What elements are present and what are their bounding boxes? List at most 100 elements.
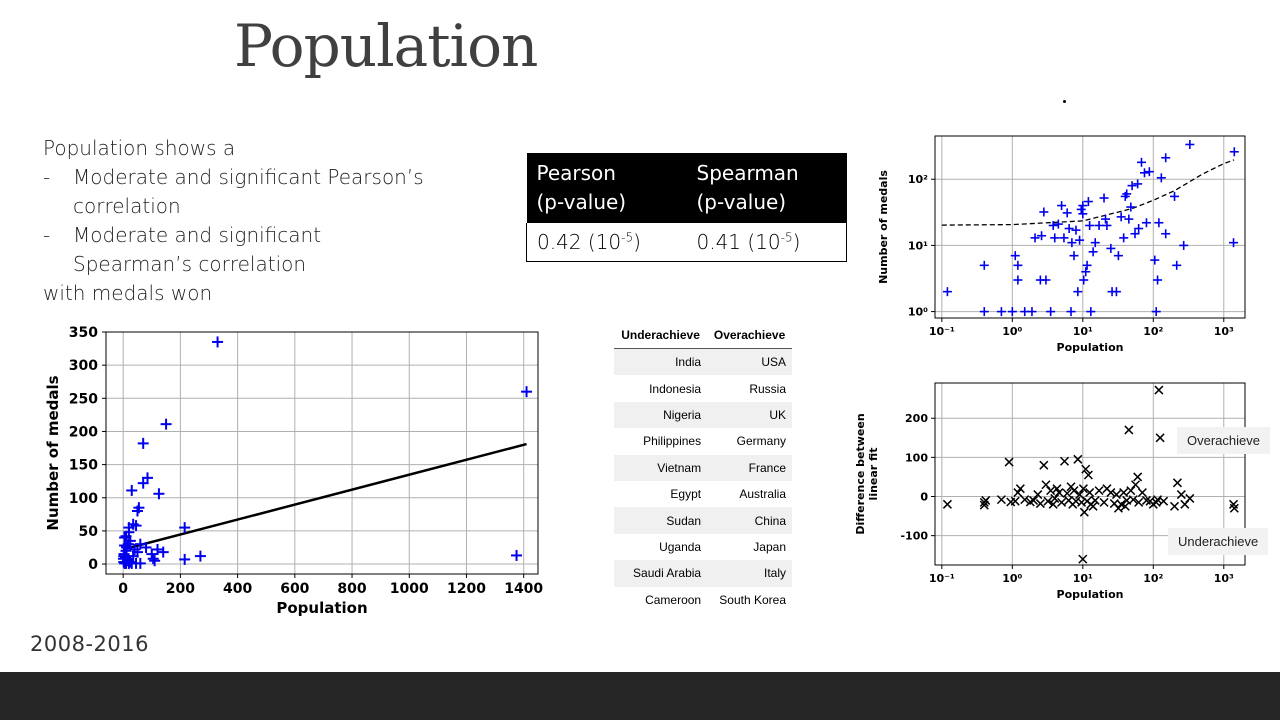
data-point — [1176, 490, 1186, 500]
data-point — [1126, 202, 1136, 212]
year-range: 2008-2016 — [30, 632, 149, 656]
data-point — [1079, 275, 1089, 285]
header-line: Pearson — [536, 161, 616, 185]
underachieve-cell: Philippines — [643, 434, 702, 449]
data-point — [1156, 173, 1166, 183]
data-point — [1141, 218, 1151, 228]
y-tick-label: 150 — [69, 458, 98, 474]
data-point — [1010, 496, 1020, 506]
data-point — [1116, 212, 1126, 222]
data-point — [194, 550, 206, 562]
data-point — [1229, 503, 1239, 513]
data-point — [1029, 495, 1039, 505]
data-point — [1015, 484, 1025, 494]
data-point — [1050, 233, 1060, 243]
plot-frame — [934, 135, 1246, 319]
data-point — [1151, 497, 1161, 507]
overachieve-cell: Russia — [749, 381, 786, 396]
data-point — [160, 418, 172, 430]
data-point — [1126, 486, 1136, 496]
data-point — [1128, 495, 1138, 505]
data-point — [511, 549, 523, 561]
data-point — [1144, 167, 1154, 177]
table-row: Cameroon South Korea — [614, 587, 792, 613]
data-point — [1099, 497, 1109, 507]
data-point — [131, 546, 143, 558]
data-point — [1134, 224, 1144, 234]
data-point — [1085, 220, 1095, 230]
data-point — [1137, 488, 1147, 498]
table-row: India USA — [614, 348, 792, 376]
x-tick-label: 1000 — [390, 581, 429, 597]
data-point — [1046, 486, 1056, 496]
linear-scatter-chart: 0 200 400 600 800 1000 1200 1400 0 50 100 150 200 250… — [44, 325, 543, 617]
data-point — [151, 543, 163, 555]
overachieve-tag: Overachieve — [1177, 427, 1270, 454]
loglog-scatter-chart: 10⁻¹ 10⁰ 10¹ 10² 10³10⁰10¹10²PopulationNumbe… — [877, 135, 1246, 354]
data-point — [1007, 307, 1017, 317]
x-tick-label: 800 — [337, 581, 366, 597]
y-tick-label: 0 — [88, 557, 98, 573]
data-point — [1154, 385, 1164, 395]
bullet-dash: - — [43, 223, 51, 247]
value-text: 0.42 (10 — [537, 230, 622, 254]
bullet-item: - Moderate and significant Pearson’s — [43, 163, 424, 192]
bullet-item: - Moderate and significant — [43, 221, 424, 250]
header-line: Spearman — [696, 161, 799, 185]
x-tick-label: 10⁰ — [1002, 572, 1022, 585]
data-point — [1033, 490, 1043, 500]
data-point — [1013, 260, 1023, 270]
data-point — [1122, 189, 1132, 199]
y-tick-label: 0 — [920, 491, 928, 504]
x-tick-label: 10⁰ — [1002, 325, 1022, 338]
data-point — [134, 557, 146, 569]
data-point — [1030, 233, 1040, 243]
y-tick-label: 100 — [905, 451, 928, 464]
stray-dot — [1063, 100, 1066, 103]
underachieve-cell: India — [614, 348, 708, 376]
underachieve-cell: Cameroon — [645, 592, 702, 607]
data-point — [179, 553, 191, 565]
data-point — [179, 522, 191, 534]
data-point — [1131, 480, 1141, 490]
data-point — [1078, 201, 1088, 211]
y-tick-label: 200 — [905, 412, 928, 425]
data-point — [1172, 260, 1182, 270]
underachieve-cell: Saudi Arabia — [614, 560, 708, 587]
value-text: 0.41 (10 — [696, 230, 781, 254]
data-point — [1054, 488, 1064, 498]
data-point — [1076, 204, 1086, 214]
data-point — [1075, 235, 1085, 245]
data-point — [1069, 486, 1079, 496]
underachieve-cell: Egypt — [670, 487, 702, 502]
x-tick-label: 10¹ — [1073, 325, 1093, 338]
data-point — [1185, 139, 1195, 149]
data-point — [942, 287, 952, 297]
data-point — [1161, 153, 1171, 163]
y-tick-label: 10¹ — [908, 239, 928, 252]
data-point — [996, 495, 1006, 505]
y-tick-label: 200 — [69, 424, 98, 440]
intro-line: Population shows a — [43, 136, 236, 160]
data-point — [1078, 484, 1088, 494]
y-tick-label: 0 — [920, 491, 928, 504]
data-point — [1090, 238, 1100, 248]
data-point — [1075, 490, 1085, 500]
data-point — [1133, 179, 1143, 189]
overachieve-cell: Italy — [707, 560, 792, 587]
data-point — [153, 488, 165, 500]
data-point — [1134, 497, 1144, 507]
footer-bar — [0, 672, 1280, 720]
data-point — [122, 538, 134, 550]
bullet-text: Moderate and significant Pearson’s — [73, 165, 424, 189]
data-point — [1150, 255, 1160, 265]
y-tick-label: 10² — [908, 173, 928, 186]
data-point — [1088, 247, 1098, 257]
y-axis-label: linear fit — [867, 448, 880, 501]
data-point — [1037, 231, 1047, 241]
y-axis-label: Number of medals — [877, 170, 890, 284]
data-point — [1170, 191, 1180, 201]
table-row: Uganda Japan — [614, 534, 792, 560]
data-point — [147, 553, 159, 565]
table-row: Philippines Germany — [614, 428, 792, 454]
